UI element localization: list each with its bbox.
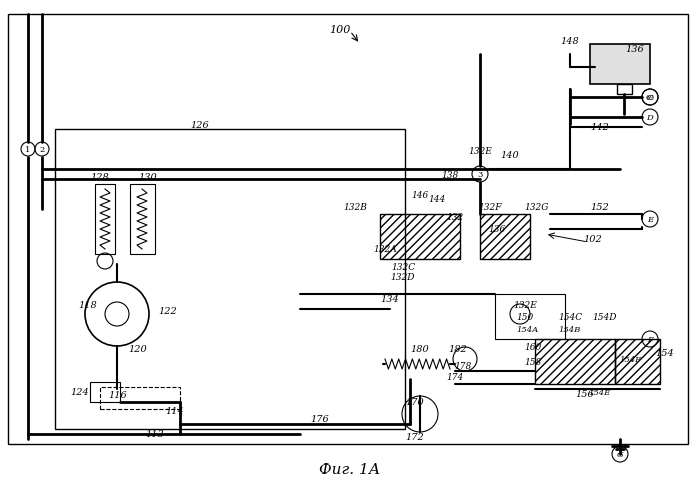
Text: 3: 3 <box>477 171 483 179</box>
Text: 132: 132 <box>447 213 463 222</box>
Text: 132E: 132E <box>468 147 492 156</box>
Bar <box>590 45 650 85</box>
Text: 113: 113 <box>145 430 164 439</box>
Text: 178: 178 <box>454 362 472 371</box>
Bar <box>8 15 688 444</box>
Text: 1: 1 <box>25 146 31 154</box>
Text: 116: 116 <box>108 391 127 400</box>
Text: 136: 136 <box>626 45 644 54</box>
Text: 140: 140 <box>500 150 519 159</box>
Text: 122: 122 <box>159 307 178 316</box>
Text: 154B: 154B <box>559 325 581 333</box>
Bar <box>617 85 632 95</box>
Text: 144: 144 <box>428 195 446 204</box>
Text: 154C: 154C <box>558 313 582 322</box>
Bar <box>90 382 120 402</box>
Bar <box>100 387 180 409</box>
Text: 146: 146 <box>412 190 428 199</box>
Text: 156: 156 <box>575 390 594 399</box>
Text: 2: 2 <box>39 146 45 154</box>
Text: 132C: 132C <box>391 262 415 271</box>
Text: 152: 152 <box>591 203 610 212</box>
Text: 132D: 132D <box>391 272 415 281</box>
Text: 148: 148 <box>561 37 579 46</box>
Text: 154E: 154E <box>589 388 611 396</box>
Text: C: C <box>647 94 653 102</box>
Text: 138: 138 <box>441 170 459 179</box>
Text: 172: 172 <box>405 433 424 441</box>
Text: 134: 134 <box>381 295 399 304</box>
Bar <box>495 294 565 339</box>
Text: 128: 128 <box>91 172 109 181</box>
Text: 158: 158 <box>524 358 542 367</box>
Text: 124: 124 <box>71 388 89 397</box>
Bar <box>380 214 460 259</box>
Text: 180: 180 <box>410 345 429 354</box>
Bar <box>535 339 615 384</box>
Text: 174: 174 <box>447 373 463 382</box>
Text: 142: 142 <box>591 123 610 132</box>
Text: 182: 182 <box>449 345 468 354</box>
Bar <box>480 214 530 259</box>
Text: 132F: 132F <box>478 202 502 211</box>
Text: 132G: 132G <box>525 202 549 211</box>
Bar <box>95 184 115 255</box>
Bar <box>130 184 155 255</box>
Text: G: G <box>617 450 624 458</box>
Text: 130: 130 <box>138 172 157 181</box>
Text: 150: 150 <box>517 313 533 322</box>
Bar <box>55 130 405 429</box>
Text: 132A: 132A <box>373 245 397 254</box>
Text: 160: 160 <box>524 343 542 352</box>
Text: 136: 136 <box>489 225 505 234</box>
Text: E: E <box>647 215 653 224</box>
Text: 102: 102 <box>584 235 603 244</box>
Text: 170: 170 <box>405 398 424 407</box>
Text: 100: 100 <box>329 25 351 35</box>
Text: F: F <box>647 335 653 343</box>
Bar <box>615 339 660 384</box>
Text: 114: 114 <box>166 407 185 416</box>
Text: 69: 69 <box>645 94 654 102</box>
Text: 132B: 132B <box>343 202 367 211</box>
Text: D: D <box>647 114 654 122</box>
Text: 154D: 154D <box>593 313 617 322</box>
Text: 154A: 154A <box>516 325 538 333</box>
Text: 118: 118 <box>78 300 97 309</box>
Text: 126: 126 <box>191 120 210 129</box>
Text: 132E: 132E <box>513 300 537 309</box>
Text: 154: 154 <box>655 349 674 358</box>
Text: Фиг. 1А: Фиг. 1А <box>319 462 381 476</box>
Text: 120: 120 <box>129 345 147 354</box>
Text: 154F: 154F <box>619 355 641 363</box>
Text: 176: 176 <box>310 415 329 424</box>
